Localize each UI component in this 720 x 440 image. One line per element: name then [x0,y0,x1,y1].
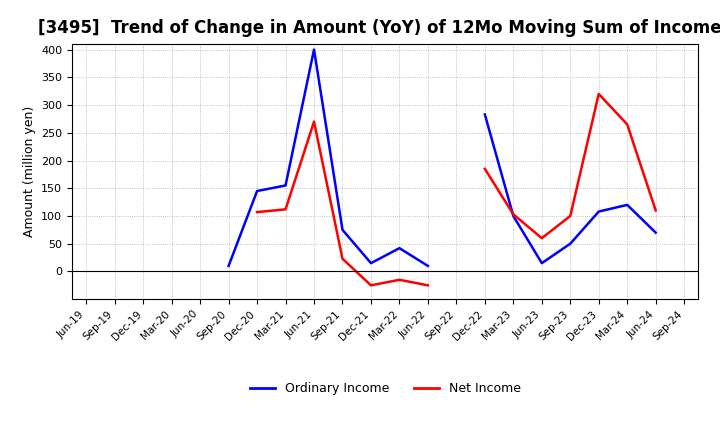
Legend: Ordinary Income, Net Income: Ordinary Income, Net Income [245,377,526,400]
Ordinary Income [310,47,318,52]
Net Income [310,119,318,125]
Net Income [652,208,660,213]
Ordinary Income [366,260,375,266]
Net Income [423,282,432,288]
Line: Ordinary Income: Ordinary Income [229,50,656,266]
Net Income [282,207,290,212]
Ordinary Income [566,241,575,246]
Net Income [537,235,546,241]
Net Income [338,256,347,261]
Net Income [395,277,404,282]
Ordinary Income [537,260,546,266]
Ordinary Income [282,183,290,188]
Ordinary Income [225,263,233,268]
Ordinary Income [595,209,603,214]
Title: [3495]  Trend of Change in Amount (YoY) of 12Mo Moving Sum of Incomes: [3495] Trend of Change in Amount (YoY) o… [38,19,720,37]
Ordinary Income [423,263,432,268]
Ordinary Income [395,246,404,251]
Net Income [595,91,603,96]
Ordinary Income [480,112,489,117]
Net Income [509,212,518,217]
Ordinary Income [509,213,518,219]
Net Income [566,213,575,219]
Ordinary Income [652,230,660,235]
Net Income [623,122,631,127]
Line: Net Income: Net Income [257,94,656,285]
Net Income [253,209,261,215]
Y-axis label: Amount (million yen): Amount (million yen) [22,106,35,237]
Ordinary Income [338,227,347,232]
Ordinary Income [623,202,631,208]
Net Income [366,282,375,288]
Ordinary Income [253,188,261,194]
Net Income [480,166,489,172]
